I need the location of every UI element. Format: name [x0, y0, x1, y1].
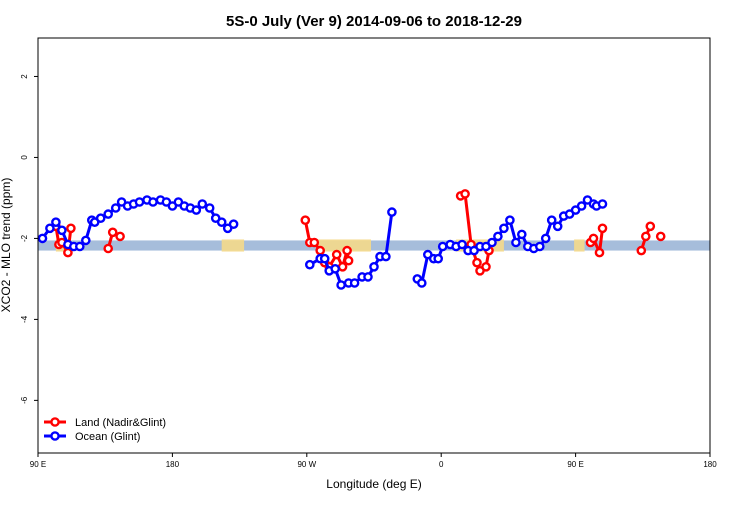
- series-1-point: [493, 231, 503, 242]
- y-tick-label: 2: [20, 74, 29, 79]
- series-1-point: [381, 251, 391, 262]
- series-1-point: [517, 229, 527, 240]
- series-0-point: [309, 237, 320, 248]
- series-1-point: [75, 241, 85, 252]
- series-0-point: [645, 221, 656, 232]
- y-tick-label: -6: [20, 396, 29, 404]
- x-tick-label: 90 E: [567, 460, 583, 469]
- series-0-point: [636, 245, 647, 256]
- series-1-point: [148, 197, 158, 207]
- land-shading-1: [221, 239, 245, 252]
- series-1-point: [95, 213, 106, 223]
- series-1-point: [511, 237, 521, 248]
- series-1-point: [81, 235, 91, 246]
- series-1-point: [363, 272, 373, 282]
- series-1-point: [51, 217, 61, 227]
- series-0-point: [641, 231, 651, 242]
- series-0-point: [315, 245, 326, 256]
- series-1-point: [216, 217, 227, 227]
- series-0-point: [63, 247, 73, 258]
- series-1-point: [499, 223, 509, 234]
- series-1-point: [37, 233, 48, 244]
- land-shading-4: [574, 239, 585, 252]
- land-shading-2: [317, 239, 372, 252]
- x-tick-label: 180: [166, 460, 180, 469]
- plot-area: [37, 189, 710, 290]
- series-1-point: [103, 209, 113, 219]
- series-1-point: [552, 221, 563, 232]
- series-1-point: [505, 215, 515, 225]
- series-1-point: [437, 241, 448, 252]
- plot-frame: [37, 37, 711, 454]
- y-tick-label: -2: [20, 234, 29, 242]
- series-1-point: [387, 207, 397, 217]
- series-0-point: [343, 255, 354, 266]
- series-0-point: [300, 215, 311, 225]
- series-0-point: [597, 223, 608, 234]
- series-1-point: [487, 237, 497, 248]
- chart-title: 5S-0 July (Ver 9) 2014-09-06 to 2018-12-…: [226, 13, 522, 30]
- series-0-point: [460, 189, 470, 199]
- legend-label-0: Land (Nadir&Glint): [75, 417, 166, 429]
- series-1-point: [349, 278, 360, 288]
- series-1-point: [540, 233, 551, 244]
- series-1-point: [433, 253, 444, 264]
- series-1-point: [369, 261, 379, 272]
- series-1: [37, 195, 608, 290]
- series-1-point: [304, 259, 315, 270]
- series-1-point: [546, 215, 557, 225]
- series-0-point: [337, 261, 348, 272]
- x-tick-label: 0: [439, 460, 444, 469]
- series-1-point: [45, 223, 55, 234]
- series-1-point: [228, 219, 239, 229]
- series-1-point: [576, 201, 587, 211]
- series-1-point: [319, 253, 330, 264]
- series-0-point: [588, 233, 599, 244]
- series-0-point: [66, 223, 76, 234]
- y-tick-label: -4: [20, 315, 29, 323]
- series-0-point: [594, 247, 605, 258]
- series-1-point: [204, 203, 215, 213]
- series-0-point: [472, 257, 482, 268]
- series-1-point: [330, 263, 341, 274]
- x-tick-label: 90 E: [30, 460, 46, 469]
- x-tick-label: 180: [703, 460, 717, 469]
- series-1-point: [597, 199, 608, 209]
- series-1-point: [336, 280, 346, 290]
- y-tick-label: 0: [20, 155, 29, 160]
- series-1-point: [110, 203, 121, 213]
- series-0-point: [107, 227, 118, 238]
- series-1-point: [416, 278, 427, 288]
- reference-band: [38, 240, 710, 251]
- x-axis-label: Longitude (deg E): [326, 477, 421, 491]
- series-0-point: [481, 261, 491, 272]
- series-0-point: [103, 243, 113, 254]
- axes: 90 E 180 90 W 0 90 E 180 2 0 -2 -4 -6: [20, 37, 717, 469]
- series-1-point: [197, 199, 208, 209]
- x-tick-label: 90 W: [297, 460, 316, 469]
- series-0-point: [115, 231, 125, 242]
- legend: Land (Nadir&Glint) Ocean (Glint): [44, 417, 166, 443]
- series-0-point: [331, 249, 342, 260]
- series-1-point: [57, 225, 67, 236]
- legend-marker-1: [50, 431, 60, 441]
- series-1-point: [134, 197, 145, 207]
- series-0-point: [655, 231, 666, 242]
- series-1-point: [191, 205, 202, 215]
- series-1-point: [457, 239, 467, 250]
- series-1-point: [535, 241, 545, 252]
- legend-label-1: Ocean (Glint): [75, 431, 140, 443]
- legend-marker-0: [50, 417, 60, 427]
- series-0-point: [342, 245, 352, 256]
- y-axis-label: XCO2 - MLO trend (ppm): [0, 178, 13, 313]
